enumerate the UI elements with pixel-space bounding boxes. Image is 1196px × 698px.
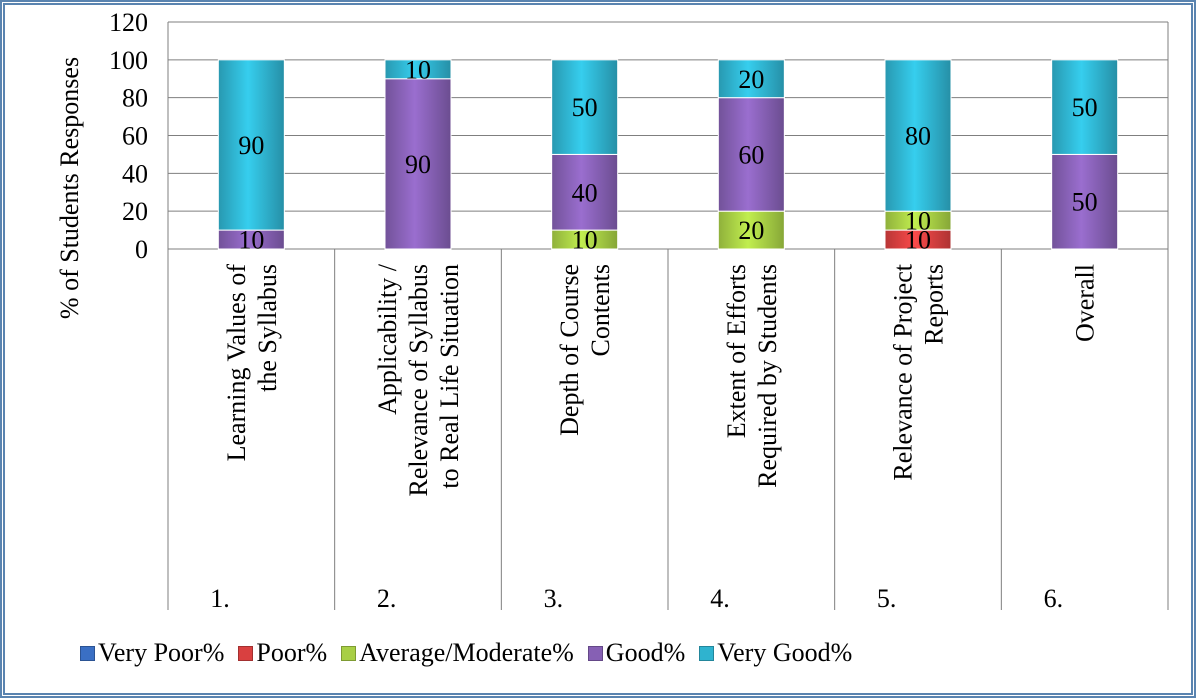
category-number: 2. [377, 584, 397, 613]
legend-label: Good% [605, 638, 686, 667]
category-label: the Syllabus [253, 264, 282, 392]
legend-item: Poor% [238, 638, 327, 668]
bar-segment [551, 59, 619, 155]
data-label: 50 [1072, 188, 1098, 217]
data-label: 10 [405, 55, 431, 84]
legend-label: Very Poor% [98, 638, 225, 667]
data-label: 20 [738, 65, 764, 94]
data-label: 60 [738, 140, 764, 169]
data-label: 10 [905, 207, 931, 236]
bar-segment [217, 59, 285, 231]
data-label: 10 [238, 226, 264, 255]
data-label: 90 [405, 150, 431, 179]
category-label: Required by Students [753, 264, 782, 488]
y-tick-label: 100 [109, 46, 148, 75]
bar-segment [717, 59, 785, 99]
data-label: 80 [905, 122, 931, 151]
y-axis-title: % of Students Responses [55, 57, 84, 319]
category-label: Extent of Efforts [722, 264, 751, 438]
y-tick-label: 120 [109, 8, 148, 37]
y-tick-label: 80 [122, 84, 148, 113]
legend-swatch [699, 645, 715, 661]
category-label: Depth of Course [555, 264, 584, 436]
y-axis: 0 20 40 60 80 100 120 [109, 8, 148, 264]
category-number: 5. [877, 584, 897, 613]
bar-segment [384, 59, 452, 80]
category-label: Applicability / [373, 263, 402, 415]
legend-item: Very Good% [699, 638, 852, 668]
legend-label: Average/Moderate% [359, 638, 574, 667]
legend-item: Average/Moderate% [341, 638, 574, 668]
legend-item: Good% [587, 638, 686, 668]
bar-segment [384, 78, 452, 250]
category-label: to Real Life Situation [435, 264, 464, 489]
category-label: Relevance of Project [889, 263, 918, 480]
bar-segment [551, 153, 619, 231]
bar-segment [1051, 59, 1119, 155]
category-label: Learning Values of [222, 264, 251, 462]
category-label: Overall [1071, 264, 1100, 342]
category-number: 4. [710, 584, 730, 613]
category-number: 1. [210, 584, 230, 613]
data-label: 90 [238, 131, 264, 160]
legend-item: Very Poor% [80, 638, 224, 668]
y-tick-label: 60 [122, 122, 148, 151]
legend: Very Poor% Poor% Average/Moderate% Good% Ver… [80, 638, 1130, 668]
data-label: 20 [738, 216, 764, 245]
data-label: 50 [572, 93, 598, 122]
legend-label: Poor% [256, 638, 328, 667]
data-label: 40 [572, 178, 598, 207]
bars [217, 59, 1119, 250]
x-axis: Learning Values of the Syllabus 1. Applicab… [167, 249, 1169, 613]
y-tick-label: 0 [135, 235, 148, 264]
data-label: 50 [1072, 93, 1098, 122]
legend-label: Very Good% [717, 638, 853, 667]
legend-swatch [587, 645, 603, 661]
bar-segment [1051, 153, 1119, 250]
category-number: 6. [1044, 584, 1064, 613]
category-label: Reports [920, 264, 949, 345]
bar-segment [717, 210, 785, 250]
category-number: 3. [544, 584, 564, 613]
y-tick-label: 20 [122, 197, 148, 226]
y-tick-label: 40 [122, 159, 148, 188]
category-label: Contents [586, 264, 615, 356]
bar-segment [884, 59, 952, 212]
data-label: 10 [572, 226, 598, 255]
legend-swatch [238, 645, 254, 661]
legend-swatch [341, 645, 357, 661]
legend-swatch [80, 645, 95, 661]
data-label: 10 [905, 226, 931, 255]
category-label: Relevance of Syllabus [404, 264, 433, 497]
